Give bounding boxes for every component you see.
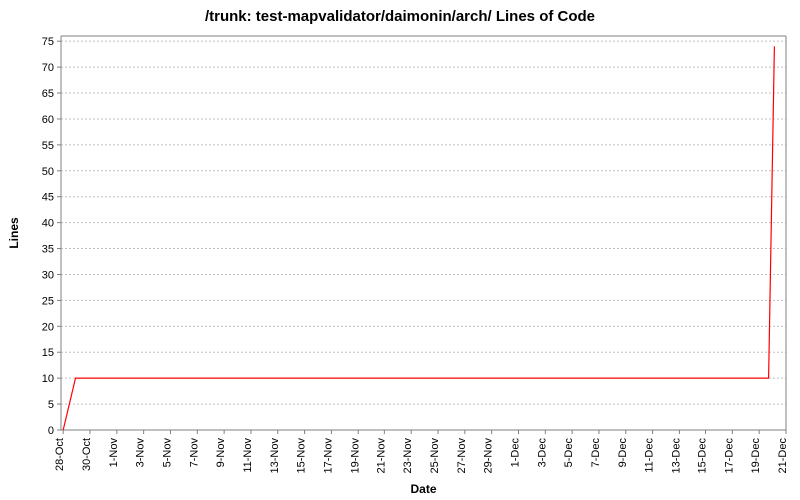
y-tick-label: 65 bbox=[42, 88, 54, 100]
chart-title: /trunk: test-mapvalidator/daimonin/arch/… bbox=[0, 8, 800, 25]
x-tick-label: 21-Nov bbox=[375, 438, 387, 474]
y-tick-label: 35 bbox=[42, 244, 54, 256]
x-tick-label: 1-Dec bbox=[509, 438, 521, 468]
x-tick-label: 21-Dec bbox=[777, 438, 789, 474]
x-tick-label: 23-Nov bbox=[402, 438, 414, 474]
x-tick-label: 9-Dec bbox=[617, 438, 629, 468]
x-tick-label: 17-Dec bbox=[723, 438, 735, 474]
y-tick-label: 5 bbox=[48, 399, 54, 411]
x-tick-label: 11-Dec bbox=[644, 438, 656, 473]
x-tick-label: 13-Dec bbox=[670, 438, 682, 474]
y-tick-label: 25 bbox=[42, 295, 54, 307]
x-tick-label: 1-Nov bbox=[108, 438, 120, 468]
y-tick-label: 40 bbox=[42, 218, 54, 230]
y-tick-label: 70 bbox=[42, 62, 54, 74]
y-tick-label: 60 bbox=[42, 114, 54, 126]
loc-chart: /trunk: test-mapvalidator/daimonin/arch/… bbox=[0, 0, 800, 500]
x-tick-label: 7-Nov bbox=[188, 438, 200, 468]
x-tick-label: 29-Nov bbox=[483, 438, 495, 474]
x-tick-label: 15-Nov bbox=[296, 438, 308, 474]
y-axis-label: Lines bbox=[7, 217, 21, 249]
x-tick-label: 7-Dec bbox=[590, 438, 602, 468]
y-tick-label: 75 bbox=[42, 36, 54, 48]
x-tick-label: 11-Nov bbox=[242, 438, 254, 473]
x-tick-label: 3-Nov bbox=[135, 438, 147, 468]
x-tick-label: 30-Oct bbox=[81, 438, 93, 471]
x-tick-label: 5-Dec bbox=[563, 438, 575, 468]
y-tick-label: 45 bbox=[42, 192, 54, 204]
y-tick-label: 10 bbox=[42, 373, 54, 385]
x-tick-label: 19-Nov bbox=[349, 438, 361, 474]
x-tick-label: 19-Dec bbox=[750, 438, 762, 474]
x-tick-label: 17-Nov bbox=[322, 438, 334, 474]
x-tick-label: 28-Oct bbox=[54, 438, 66, 471]
x-tick-label: 9-Nov bbox=[215, 438, 227, 468]
x-tick-label: 15-Dec bbox=[697, 438, 709, 474]
y-tick-label: 30 bbox=[42, 269, 54, 281]
x-tick-label: 5-Nov bbox=[161, 438, 173, 468]
y-tick-label: 55 bbox=[42, 140, 54, 152]
x-tick-label: 25-Nov bbox=[429, 438, 441, 474]
series-lines-of-code bbox=[63, 46, 774, 430]
x-tick-label: 13-Nov bbox=[269, 438, 281, 474]
y-tick-label: 50 bbox=[42, 166, 54, 178]
y-tick-label: 15 bbox=[42, 347, 54, 359]
chart-svg: 0 5 10 15 20 25 30 35 40 45 50 55 60 65 70 75 28-Oct 30-O… bbox=[0, 0, 800, 500]
x-tick-label: 3-Dec bbox=[536, 438, 548, 468]
y-tick-label: 20 bbox=[42, 321, 54, 333]
y-tick-label: 0 bbox=[48, 425, 54, 437]
x-tick-label: 27-Nov bbox=[456, 438, 468, 474]
x-axis-label: Date bbox=[410, 482, 436, 496]
